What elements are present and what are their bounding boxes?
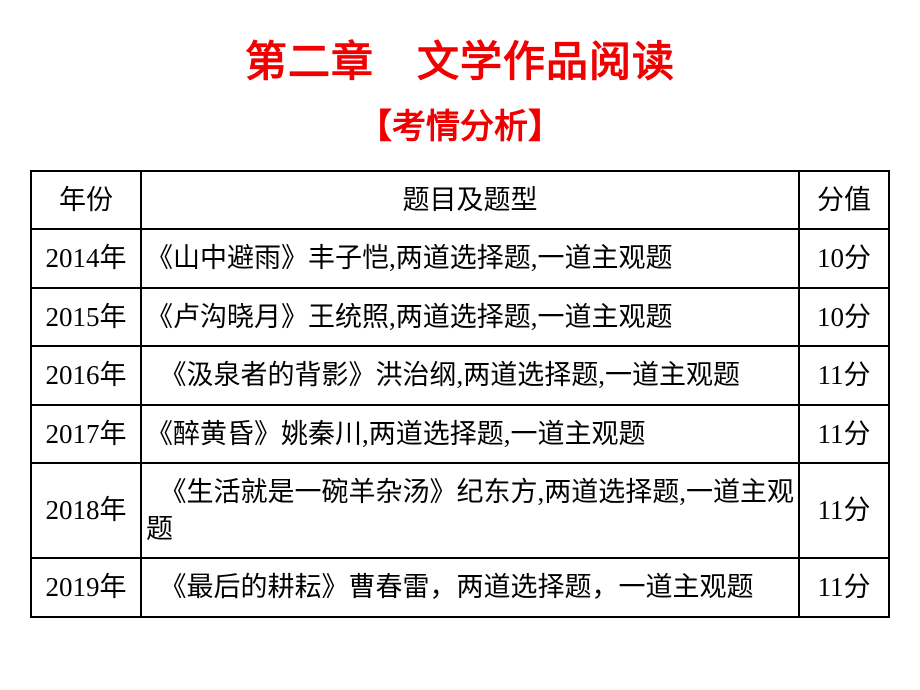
- table-row: 2015年 《卢沟晓月》王统照,两道选择题,一道主观题 10分: [31, 288, 889, 346]
- table-row: 2018年 《生活就是一碗羊杂汤》纪东方,两道选择题,一道主观题 11分: [31, 463, 889, 558]
- cell-year: 2018年: [31, 463, 141, 558]
- col-header-topic: 题目及题型: [141, 171, 799, 229]
- cell-topic: 《醉黄昏》姚秦川,两道选择题,一道主观题: [141, 405, 799, 463]
- table-row: 2014年 《山中避雨》丰子恺,两道选择题,一道主观题 10分: [31, 229, 889, 287]
- cell-score: 11分: [799, 463, 889, 558]
- table-row: 2016年 《汲泉者的背影》洪治纲,两道选择题,一道主观题 11分: [31, 346, 889, 404]
- cell-year: 2019年: [31, 558, 141, 616]
- cell-year: 2017年: [31, 405, 141, 463]
- cell-topic: 《最后的耕耘》曹春雷，两道选择题，一道主观题: [141, 558, 799, 616]
- title-block: 第二章 文学作品阅读 【考情分析】: [30, 28, 890, 148]
- cell-score: 10分: [799, 229, 889, 287]
- cell-year: 2015年: [31, 288, 141, 346]
- section-subtitle: 【考情分析】: [30, 99, 890, 148]
- cell-topic: 《生活就是一碗羊杂汤》纪东方,两道选择题,一道主观题: [141, 463, 799, 558]
- cell-score: 11分: [799, 558, 889, 616]
- cell-topic: 《山中避雨》丰子恺,两道选择题,一道主观题: [141, 229, 799, 287]
- cell-score: 10分: [799, 288, 889, 346]
- chapter-title: 第二章 文学作品阅读: [30, 28, 890, 89]
- table-row: 2019年 《最后的耕耘》曹春雷，两道选择题，一道主观题 11分: [31, 558, 889, 616]
- cell-score: 11分: [799, 346, 889, 404]
- cell-year: 2016年: [31, 346, 141, 404]
- col-header-year: 年份: [31, 171, 141, 229]
- cell-score: 11分: [799, 405, 889, 463]
- table-header-row: 年份 题目及题型 分值: [31, 171, 889, 229]
- cell-topic: 《汲泉者的背影》洪治纲,两道选择题,一道主观题: [141, 346, 799, 404]
- cell-year: 2014年: [31, 229, 141, 287]
- col-header-score: 分值: [799, 171, 889, 229]
- cell-topic: 《卢沟晓月》王统照,两道选择题,一道主观题: [141, 288, 799, 346]
- exam-analysis-table: 年份 题目及题型 分值 2014年 《山中避雨》丰子恺,两道选择题,一道主观题 …: [30, 170, 890, 618]
- table-row: 2017年 《醉黄昏》姚秦川,两道选择题,一道主观题 11分: [31, 405, 889, 463]
